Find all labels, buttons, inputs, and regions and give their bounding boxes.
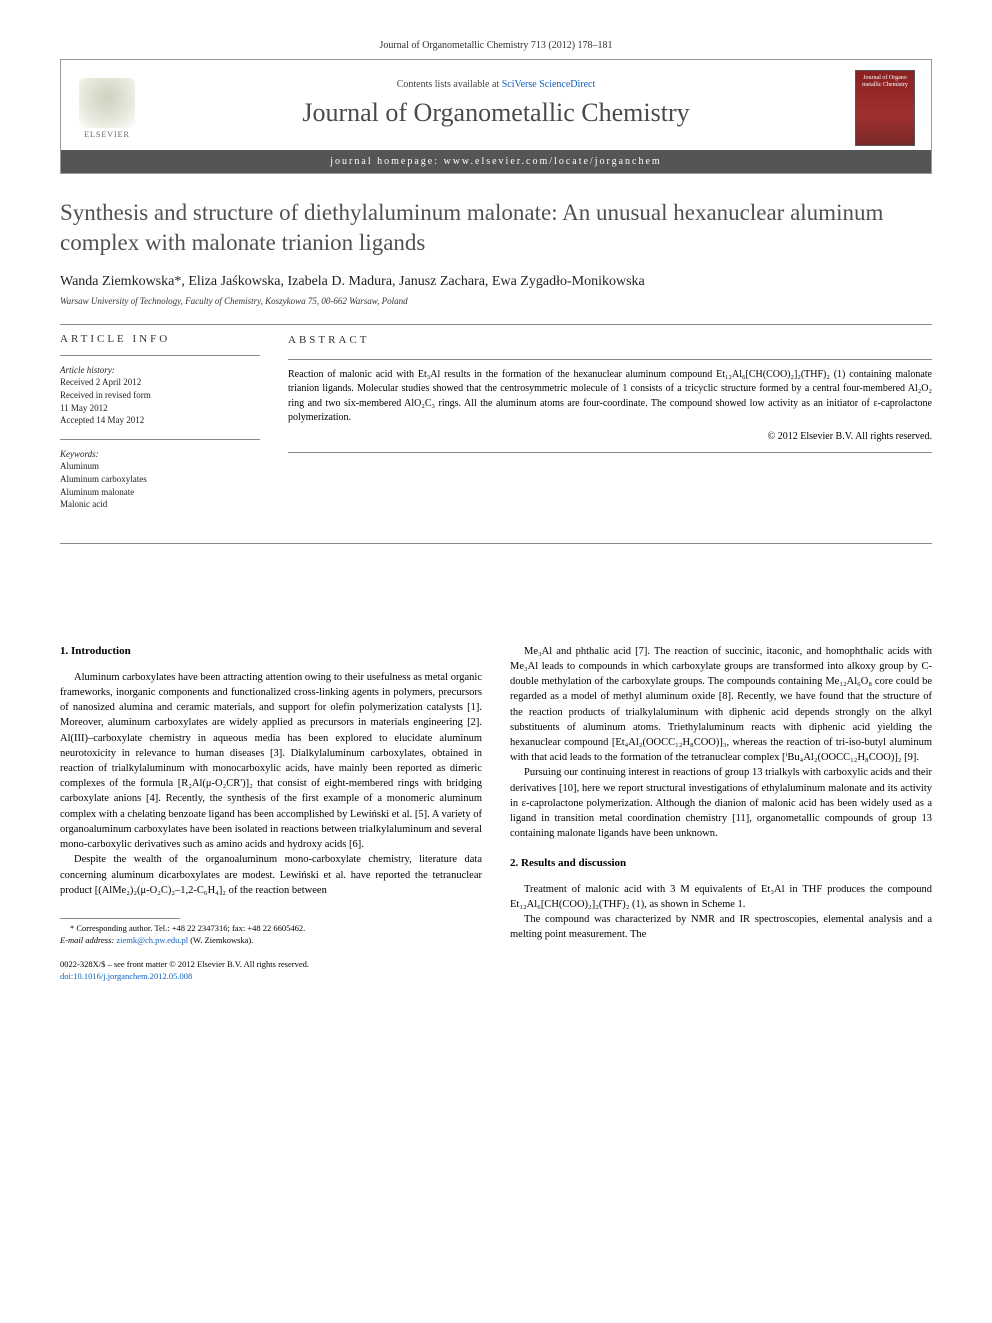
homepage-link[interactable]: www.elsevier.com/locate/jorganchem xyxy=(443,156,661,167)
col2-para-1: Me₃Al and phthalic acid [7]. The reactio… xyxy=(510,644,932,766)
article-title: Synthesis and structure of diethylalumin… xyxy=(60,198,932,258)
intro-para-1: Aluminum carboxylates have been attracti… xyxy=(60,670,482,853)
journal-cover-thumb[interactable]: Journal of Organo metallic Chemistry xyxy=(855,70,915,146)
elsevier-wordmark: ELSEVIER xyxy=(84,130,130,139)
divider-top xyxy=(60,324,932,325)
intro-para-2: Despite the wealth of the organoaluminum… xyxy=(60,852,482,898)
journal-ref-line: Journal of Organometallic Chemistry 713 … xyxy=(60,40,932,51)
footnote-separator xyxy=(60,918,180,919)
history-label: Article history: xyxy=(60,365,115,375)
keyword-4: Malonic acid xyxy=(60,499,107,509)
keyword-3: Aluminum malonate xyxy=(60,487,134,497)
corr-email-link[interactable]: ziemk@ch.pw.edu.pl xyxy=(116,935,188,945)
corr-text: * Corresponding author. Tel.: +48 22 234… xyxy=(70,923,305,933)
contents-prefix: Contents lists available at xyxy=(397,79,502,90)
abstract-divider-1 xyxy=(288,359,932,360)
header-center: Contents lists available at SciVerse Sci… xyxy=(137,79,855,138)
info-divider-1 xyxy=(60,355,260,356)
email-label: E-mail address: xyxy=(60,935,114,945)
section-2-heading: 2. Results and discussion xyxy=(510,856,932,872)
elsevier-logo[interactable]: ELSEVIER xyxy=(77,73,137,143)
body-col-right: Me₃Al and phthalic acid [7]. The reactio… xyxy=(510,644,932,983)
homepage-band: journal homepage: www.elsevier.com/locat… xyxy=(61,150,931,173)
journal-header-box: ELSEVIER Contents lists available at Sci… xyxy=(60,59,932,174)
corresponding-author-footnote: * Corresponding author. Tel.: +48 22 234… xyxy=(60,923,482,947)
revised-date-l1: Received in revised form xyxy=(60,390,151,400)
journal-name: Journal of Organometallic Chemistry xyxy=(137,98,855,128)
abstract-text: Reaction of malonic acid with Et₃Al resu… xyxy=(288,368,932,426)
section-1-heading: 1. Introduction xyxy=(60,644,482,660)
abstract-copyright: © 2012 Elsevier B.V. All rights reserved… xyxy=(288,430,932,445)
journal-cover-text: Journal of Organo metallic Chemistry xyxy=(856,71,914,93)
info-divider-2 xyxy=(60,439,260,440)
keywords-block: Keywords: Aluminum Aluminum carboxylates… xyxy=(60,448,260,511)
article-history-block: Article history: Received 2 April 2012 R… xyxy=(60,364,260,427)
abstract-heading: ABSTRACT xyxy=(288,333,932,349)
body-columns: 1. Introduction Aluminum carboxylates ha… xyxy=(60,644,932,983)
divider-mid xyxy=(60,543,932,544)
issn-line: 0022-328X/$ – see front matter © 2012 El… xyxy=(60,959,309,969)
authors-line: Wanda Ziemkowska*, Eliza Jaśkowska, Izab… xyxy=(60,274,932,290)
col2-para-4: The compound was characterized by NMR an… xyxy=(510,912,932,942)
footer-meta: 0022-328X/$ – see front matter © 2012 El… xyxy=(60,959,482,983)
contents-line: Contents lists available at SciVerse Sci… xyxy=(137,79,855,90)
sciverse-link[interactable]: SciVerse ScienceDirect xyxy=(502,79,596,90)
keyword-2: Aluminum carboxylates xyxy=(60,474,147,484)
abstract-col: ABSTRACT Reaction of malonic acid with E… xyxy=(288,333,932,523)
article-info-col: ARTICLE INFO Article history: Received 2… xyxy=(60,333,260,523)
received-date: Received 2 April 2012 xyxy=(60,377,141,387)
header-top-row: ELSEVIER Contents lists available at Sci… xyxy=(61,60,931,150)
corr-email-name: (W. Ziemkowska). xyxy=(190,935,253,945)
col2-para-2: Pursuing our continuing interest in reac… xyxy=(510,765,932,841)
info-abstract-row: ARTICLE INFO Article history: Received 2… xyxy=(60,333,932,523)
body-col-left: 1. Introduction Aluminum carboxylates ha… xyxy=(60,644,482,983)
doi-line[interactable]: doi:10.1016/j.jorganchem.2012.05.008 xyxy=(60,971,192,981)
accepted-date: Accepted 14 May 2012 xyxy=(60,415,144,425)
col2-para-3: Treatment of malonic acid with 3 M equiv… xyxy=(510,882,932,912)
revised-date-l2: 11 May 2012 xyxy=(60,403,108,413)
abstract-divider-2 xyxy=(288,452,932,453)
homepage-prefix: journal homepage: xyxy=(330,156,443,167)
keywords-label: Keywords: xyxy=(60,449,99,459)
article-info-heading: ARTICLE INFO xyxy=(60,333,260,345)
keyword-1: Aluminum xyxy=(60,461,99,471)
elsevier-tree-icon xyxy=(79,78,135,128)
affiliation: Warsaw University of Technology, Faculty… xyxy=(60,296,932,306)
